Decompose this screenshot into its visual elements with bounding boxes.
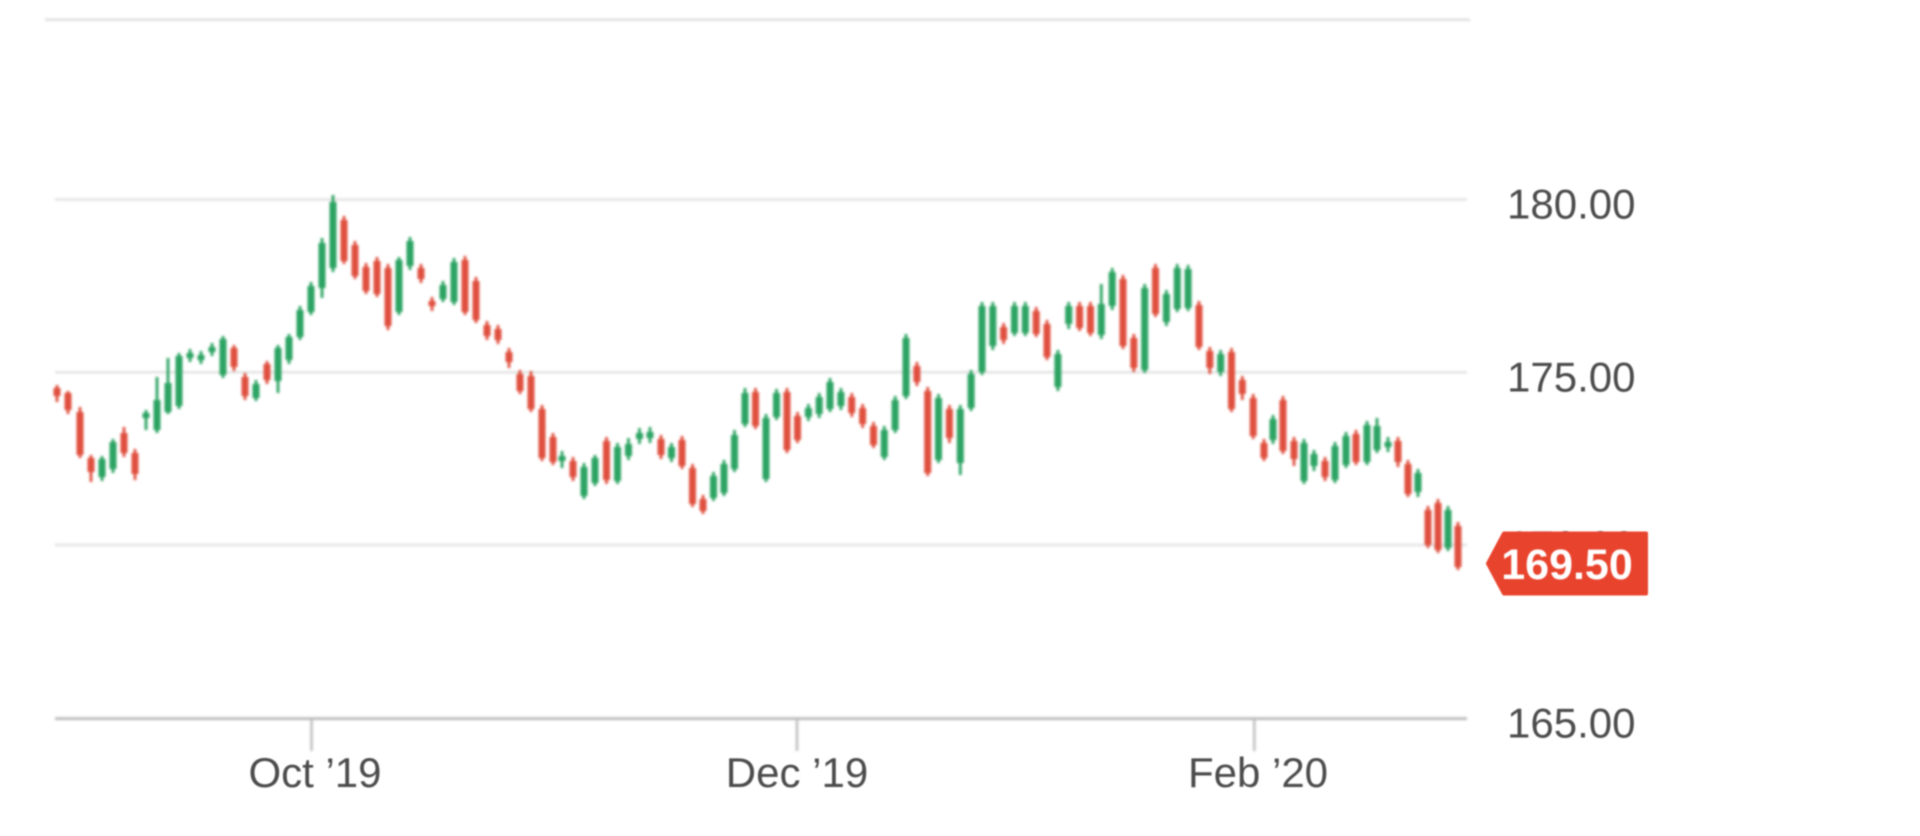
svg-text:165.00: 165.00 <box>1507 700 1635 747</box>
svg-text:169.50: 169.50 <box>1501 541 1633 589</box>
svg-text:Oct ’19: Oct ’19 <box>248 749 381 796</box>
svg-text:Feb ’20: Feb ’20 <box>1188 749 1328 796</box>
svg-text:Dec ’19: Dec ’19 <box>726 749 868 796</box>
svg-text:175.00: 175.00 <box>1507 353 1635 400</box>
svg-text:180.00: 180.00 <box>1507 181 1635 228</box>
